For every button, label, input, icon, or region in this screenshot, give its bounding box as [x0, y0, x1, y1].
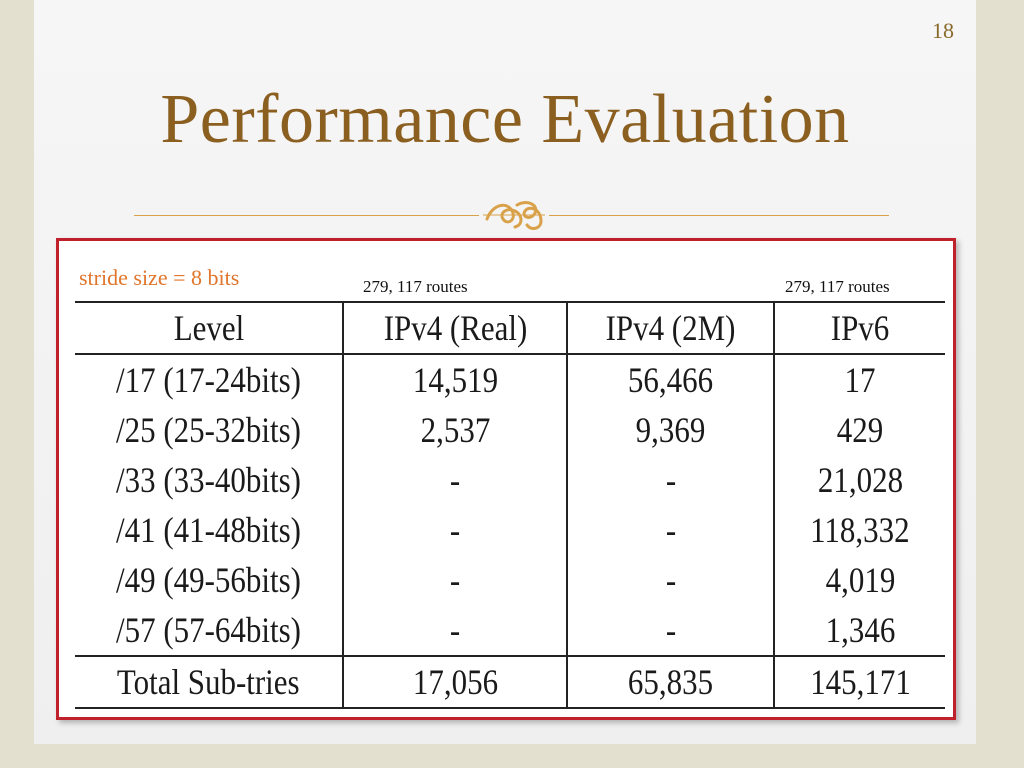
cell-ipv4-2m: -: [566, 455, 774, 505]
cell-total-ipv6: 145,171: [773, 656, 945, 708]
cell-ipv4-2m: 56,466: [566, 354, 774, 405]
table-header-row: Level IPv4 (Real) IPv4 (2M) IPv6: [75, 302, 945, 354]
header-ipv4-real: IPv4 (Real): [342, 302, 567, 354]
header-ipv6: IPv6: [773, 302, 945, 354]
cell-ipv4-2m: -: [566, 605, 774, 656]
subtrie-table: Level IPv4 (Real) IPv4 (2M) IPv6 /17 (17…: [75, 301, 945, 709]
cell-ipv4-real: -: [342, 555, 567, 605]
table-row: /49 (49-56bits) - - 4,019: [75, 555, 945, 605]
table-row: /17 (17-24bits) 14,519 56,466 17: [75, 354, 945, 405]
cell-ipv4-real: -: [342, 455, 567, 505]
flourish-icon: [479, 195, 549, 235]
routes-annotation-ipv6: 279, 117 routes: [785, 277, 890, 296]
divider-line-left: [134, 215, 479, 216]
stride-annotation: stride size = 8 bits: [79, 265, 240, 290]
table-figure: stride size = 8 bits 279, 117 routes 279…: [56, 238, 956, 720]
cell-ipv4-2m: -: [566, 505, 774, 555]
cell-ipv4-real: -: [342, 505, 567, 555]
cell-ipv4-real: -: [342, 605, 567, 656]
cell-ipv6: 21,028: [773, 455, 945, 505]
cell-level: /41 (41-48bits): [116, 510, 301, 550]
cell-ipv6: 1,346: [773, 605, 945, 656]
cell-level: /49 (49-56bits): [116, 560, 301, 600]
cell-ipv4-real: 2,537: [342, 405, 567, 455]
cell-ipv6: 429: [773, 405, 945, 455]
routes-annotation-ipv4-real: 279, 117 routes: [363, 277, 468, 296]
title-divider: [134, 195, 889, 235]
cell-total-ipv4-real: 17,056: [342, 656, 567, 708]
cell-level: /57 (57-64bits): [116, 610, 301, 650]
cell-level: /33 (33-40bits): [116, 460, 301, 500]
header-ipv4-2m: IPv4 (2M): [566, 302, 774, 354]
cell-ipv4-2m: -: [566, 555, 774, 605]
cell-level: /25 (25-32bits): [116, 410, 301, 450]
table-row: /41 (41-48bits) - - 118,332: [75, 505, 945, 555]
page-number: 18: [932, 18, 954, 43]
header-level: Level: [173, 308, 244, 348]
cell-ipv4-real: 14,519: [342, 354, 567, 405]
divider-line-right: [549, 215, 889, 216]
slide: 18 Performance Evaluation stride size = …: [34, 0, 976, 744]
table-row: /25 (25-32bits) 2,537 9,369 429: [75, 405, 945, 455]
cell-total-label: Total Sub-tries: [117, 662, 300, 702]
cell-ipv6: 4,019: [773, 555, 945, 605]
table-total-row: Total Sub-tries 17,056 65,835 145,171: [75, 656, 945, 708]
table-row: /57 (57-64bits) - - 1,346: [75, 605, 945, 656]
cell-ipv6: 118,332: [773, 505, 945, 555]
cell-ipv6: 17: [773, 354, 945, 405]
cell-ipv4-2m: 9,369: [566, 405, 774, 455]
cell-level: /17 (17-24bits): [116, 360, 301, 400]
slide-title: Performance Evaluation: [160, 81, 850, 158]
cell-total-ipv4-2m: 65,835: [566, 656, 774, 708]
table-row: /33 (33-40bits) - - 21,028: [75, 455, 945, 505]
